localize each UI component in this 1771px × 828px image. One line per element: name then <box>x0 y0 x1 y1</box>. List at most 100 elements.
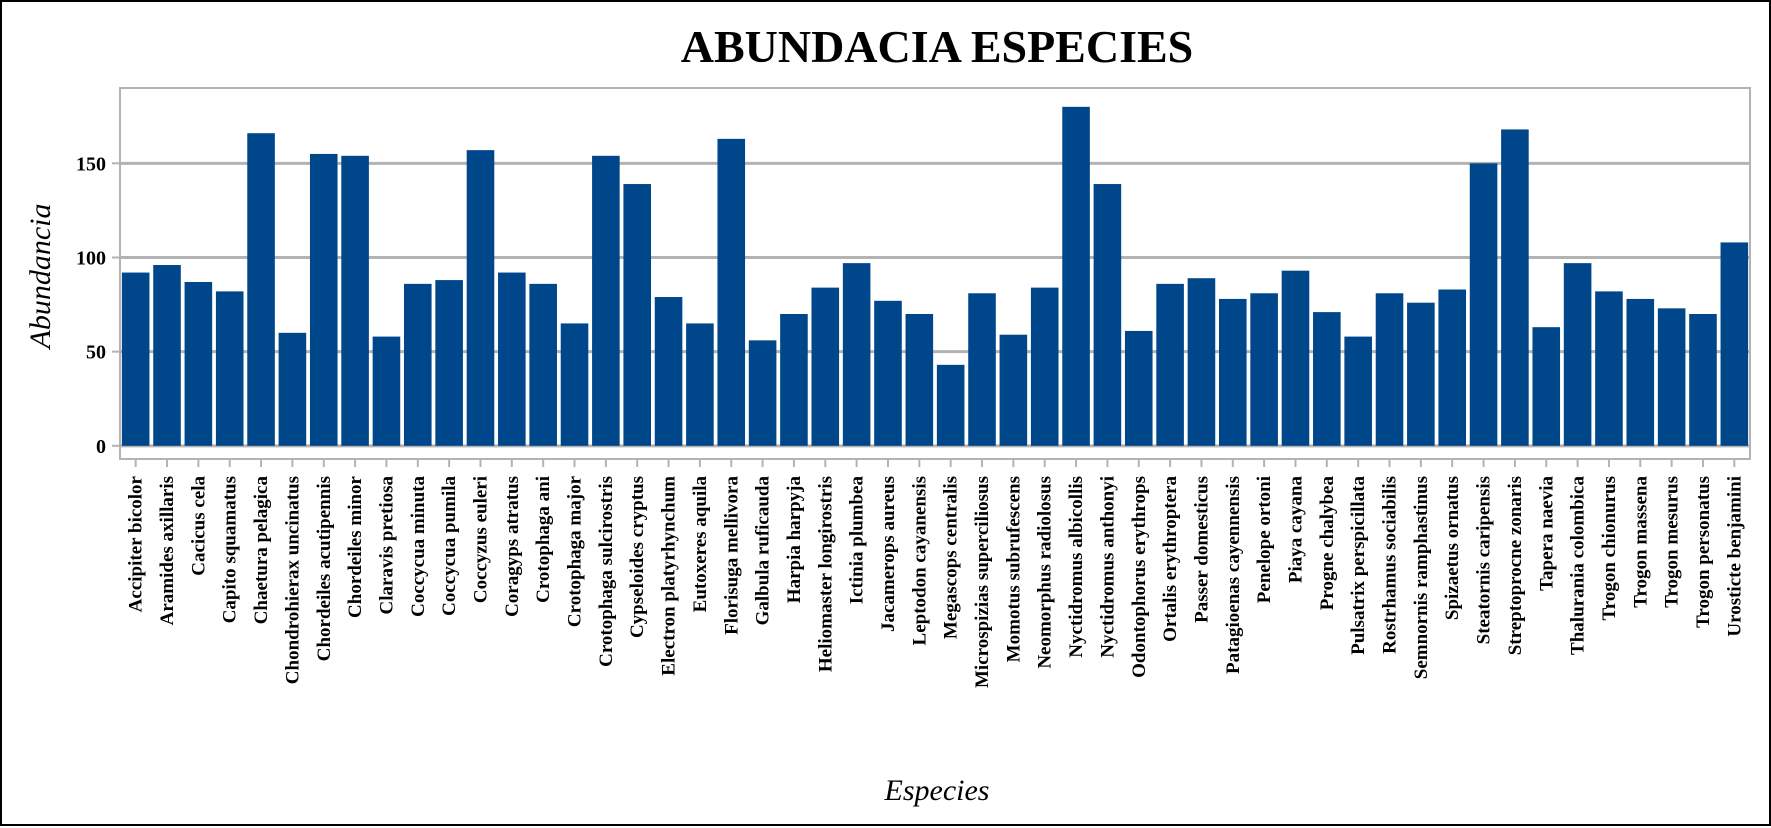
x-tick-label: Passer domesticus <box>1191 476 1212 623</box>
bar <box>184 281 213 446</box>
chart-title: ABUNDACIA ESPECIES <box>681 21 1194 72</box>
x-tick-label: Progne chalybea <box>1317 476 1338 611</box>
x-tick-label: Crotophaga major <box>565 475 586 627</box>
bar <box>654 297 683 446</box>
x-tick-label: Trogon chionurus <box>1599 476 1620 620</box>
y-axis-title: Abundancia <box>24 204 57 351</box>
bar <box>842 263 871 446</box>
x-tick-label: Jacamerops aureus <box>878 476 899 632</box>
bar <box>748 340 777 446</box>
bar <box>1407 302 1435 446</box>
bar <box>1375 293 1404 446</box>
bar <box>1156 283 1184 446</box>
bar <box>215 291 244 446</box>
bar <box>1187 278 1216 446</box>
x-tick-label: Spizaetus ornatus <box>1442 476 1463 620</box>
bar <box>1469 163 1498 446</box>
bar <box>1093 184 1122 446</box>
y-tick-label: 50 <box>86 342 106 364</box>
x-tick-label: Chordeiles acutipennis <box>314 476 335 661</box>
bar <box>278 332 307 446</box>
x-tick-label: Coccyzus euleri <box>470 476 491 603</box>
x-tick-label: Thalurania colombica <box>1568 476 1589 655</box>
bar <box>372 336 401 446</box>
x-tick-label: Megascops centralis <box>941 476 962 639</box>
bar <box>874 300 902 446</box>
x-tick-label: Streptoprocne zonaris <box>1505 476 1526 655</box>
bar <box>498 272 526 446</box>
x-tick-label: Chordeiles minor <box>345 475 366 618</box>
bar <box>1062 106 1090 446</box>
bar <box>968 293 996 446</box>
x-tick-label: Odontophorus erythrops <box>1129 476 1150 678</box>
bar <box>780 313 808 446</box>
x-tick-label: Harpia harpyja <box>784 476 805 604</box>
x-tick-label: Microspizias superciliosus <box>972 476 993 688</box>
x-tick-label: Penelope ortoni <box>1254 476 1275 603</box>
y-tick-label: 150 <box>76 153 106 175</box>
x-tick-label: Capito squamatus <box>220 476 241 623</box>
x-tick-label: Trogon massena <box>1630 476 1651 608</box>
x-tick-label: Trogon mesurus <box>1662 476 1683 608</box>
x-tick-label: Piaya cayana <box>1285 476 1306 584</box>
bar <box>435 280 463 446</box>
bar <box>623 184 652 446</box>
bar <box>529 283 557 446</box>
x-tick-label: Trogon personatus <box>1693 476 1714 628</box>
bar <box>811 287 840 446</box>
x-tick-label: Patagioenas cayennensis <box>1223 476 1244 674</box>
x-tick-label: Cypseloides cryptus <box>627 476 648 638</box>
bar <box>1281 270 1310 446</box>
x-tick-label: Coccycua pumila <box>439 476 460 616</box>
bar <box>1030 287 1059 446</box>
bar <box>999 334 1028 446</box>
x-tick-label: Nyctidromus anthonyi <box>1097 476 1118 658</box>
x-tick-label: Coragyps atratus <box>502 476 523 617</box>
bar <box>1250 293 1278 446</box>
bar <box>153 265 181 446</box>
bar <box>905 313 934 446</box>
y-tick-label: 100 <box>76 247 106 269</box>
x-tick-label: Chaetura pelagica <box>251 476 272 625</box>
bar <box>1532 327 1561 446</box>
x-tick-label: Urosticte benjamini <box>1724 476 1745 637</box>
x-axis-title: Especies <box>884 774 990 807</box>
bar <box>309 153 338 446</box>
bar <box>1313 312 1341 446</box>
x-tick-label: Aramides axillaris <box>157 476 178 625</box>
x-tick-label: Neomorphus radiolosus <box>1035 476 1056 669</box>
x-tick-label: Crotophaga sulcirostris <box>596 476 617 667</box>
x-tick-label: Semnornis ramphastinus <box>1411 476 1432 679</box>
x-tick-label: Eutoxeres aquila <box>690 476 711 613</box>
bar <box>1501 129 1529 446</box>
bar <box>121 272 150 446</box>
bar <box>1689 313 1717 446</box>
x-tick-label: Cacicus cela <box>188 476 209 576</box>
x-tick-label: Galbula ruficauda <box>753 476 774 626</box>
x-tick-label: Chondrohierax uncinatus <box>282 476 303 684</box>
bar <box>1563 263 1592 446</box>
x-tick-label: Coccycua minuta <box>408 476 429 617</box>
x-tick-label: Ictinia plumbea <box>847 476 868 605</box>
x-tick-label: Claravis pretiosa <box>376 476 397 615</box>
bar <box>1657 308 1686 446</box>
bar <box>1720 242 1749 446</box>
bar <box>1344 336 1372 446</box>
bar <box>1218 298 1247 446</box>
y-tick-label: 0 <box>96 436 106 458</box>
x-tick-label: Accipiter bicolor <box>126 475 147 612</box>
x-tick-label: Crotophaga ani <box>533 476 554 603</box>
x-tick-label: Tapera naevia <box>1536 476 1557 591</box>
bar <box>1438 289 1467 446</box>
x-tick-label: Pulsatrix perspicillata <box>1348 476 1369 655</box>
x-tick-label: Rostrhamus sociabilis <box>1380 476 1401 654</box>
x-tick-label: Momotus subrufescens <box>1003 476 1024 662</box>
x-tick-label: Florisuga mellivora <box>721 476 742 635</box>
bar <box>560 323 589 446</box>
bar <box>466 150 495 446</box>
x-tick-label: Nyctidromus albicollis <box>1066 476 1087 658</box>
bar <box>717 138 746 446</box>
bar <box>1595 291 1623 446</box>
